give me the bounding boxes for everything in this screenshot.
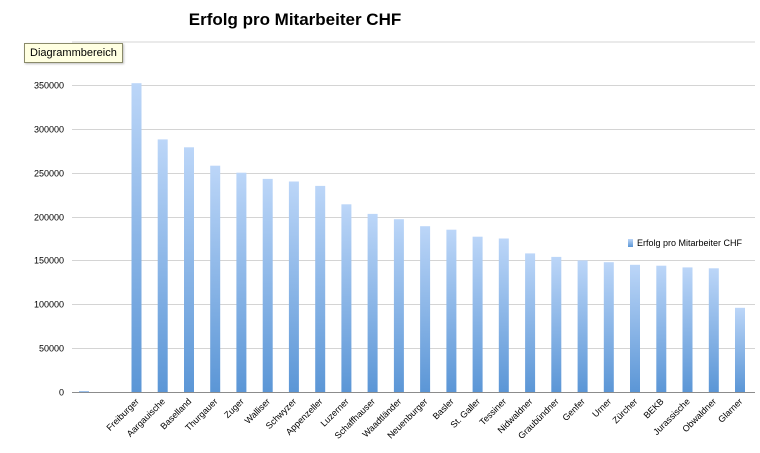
bar — [656, 265, 667, 392]
bar — [341, 204, 352, 392]
x-tick-label: Zuger — [222, 396, 246, 420]
bar — [498, 238, 509, 392]
bar — [157, 139, 168, 392]
y-tick-label: 50000 — [39, 344, 64, 354]
x-tick-label: BEKB — [642, 396, 666, 420]
legend-label: Erfolg pro Mitarbeiter CHF — [637, 238, 743, 248]
bar — [682, 267, 693, 392]
bar — [236, 172, 247, 392]
bars — [79, 83, 745, 393]
legend-swatch — [628, 239, 633, 247]
bar — [79, 391, 89, 393]
bar — [735, 307, 745, 392]
bar — [315, 185, 326, 392]
x-tick-label: Urner — [590, 396, 613, 419]
bar — [288, 181, 299, 392]
legend: Erfolg pro Mitarbeiter CHF — [628, 238, 743, 248]
y-tick-label: 300000 — [34, 125, 64, 135]
chart-title: Erfolg pro Mitarbeiter CHF — [188, 10, 402, 29]
y-tick-label: 100000 — [34, 300, 64, 310]
x-tick-label: Genfer — [560, 396, 587, 423]
bar — [577, 260, 588, 392]
chart-area-tooltip: Diagrammbereich — [24, 43, 123, 63]
y-tick-label: 0 — [59, 388, 64, 398]
y-tick-label: 350000 — [34, 81, 64, 91]
y-axis: 0 50000 100000 150000 200000 250000 300000 3500… — [34, 81, 64, 398]
x-tick-label: Zürcher — [610, 396, 639, 425]
bar — [525, 253, 536, 392]
bar — [367, 213, 378, 392]
gridlines — [72, 41, 755, 393]
bar — [184, 147, 194, 392]
y-tick-label: 250000 — [34, 169, 64, 179]
bar — [393, 219, 404, 392]
bar — [630, 264, 640, 392]
bar — [551, 256, 562, 392]
bar — [420, 226, 431, 392]
bar — [446, 229, 457, 392]
x-tick-label: Basler — [431, 396, 456, 421]
bar — [210, 165, 221, 392]
bar — [603, 262, 614, 392]
bar — [131, 83, 142, 392]
y-tick-label: 150000 — [34, 256, 64, 266]
bar — [708, 268, 719, 392]
bar — [472, 236, 483, 392]
x-tick-label: Glarner — [716, 396, 744, 424]
bar — [262, 178, 273, 392]
y-tick-label: 200000 — [34, 213, 64, 223]
